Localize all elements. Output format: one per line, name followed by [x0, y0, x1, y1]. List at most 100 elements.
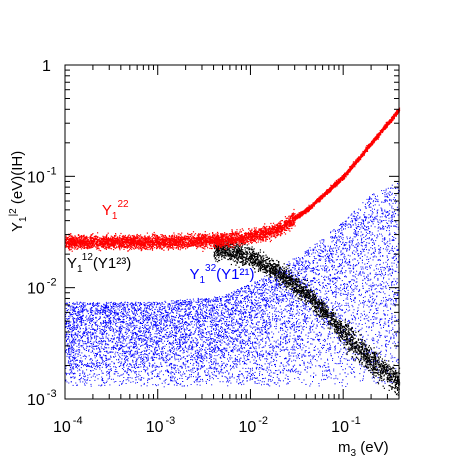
data-point — [263, 319, 265, 321]
data-point — [261, 365, 263, 367]
data-point — [330, 347, 332, 349]
data-point — [79, 360, 81, 362]
data-point — [229, 340, 231, 342]
data-point — [199, 304, 201, 306]
data-point — [102, 372, 104, 374]
data-point — [246, 380, 248, 382]
data-point — [387, 245, 389, 246]
data-point — [296, 342, 298, 344]
data-point — [386, 340, 388, 341]
data-point — [368, 226, 369, 228]
data-point — [363, 272, 365, 274]
data-point — [388, 227, 390, 229]
data-point — [313, 261, 314, 263]
data-point — [217, 304, 219, 306]
data-point — [100, 322, 102, 324]
data-point — [331, 327, 333, 329]
data-point — [335, 285, 337, 286]
data-point — [233, 327, 235, 329]
data-point — [382, 225, 384, 227]
data-point — [367, 252, 369, 254]
data-point — [215, 316, 217, 318]
data-point — [397, 290, 399, 291]
data-point — [368, 299, 370, 301]
data-point — [71, 335, 73, 337]
data-point — [84, 320, 86, 321]
data-point — [167, 320, 169, 322]
data-point — [218, 372, 220, 374]
data-point — [262, 285, 264, 287]
data-point — [110, 340, 111, 342]
data-point — [184, 342, 186, 344]
data-point — [285, 365, 287, 367]
data-point — [174, 357, 176, 359]
data-point — [93, 343, 94, 345]
data-point — [188, 348, 190, 350]
data-point — [120, 365, 122, 367]
data-point — [294, 269, 296, 271]
data-point — [142, 359, 144, 361]
data-point — [325, 351, 327, 353]
data-point — [252, 292, 254, 293]
data-point — [198, 326, 200, 328]
data-point — [325, 339, 326, 341]
data-point — [242, 294, 243, 296]
data-point — [244, 296, 246, 298]
data-point — [102, 378, 104, 379]
data-point — [391, 281, 393, 283]
data-point — [343, 340, 345, 341]
data-point — [261, 294, 263, 296]
data-point — [79, 311, 81, 313]
data-point — [380, 300, 382, 302]
data-point — [328, 369, 330, 371]
data-point — [100, 346, 102, 348]
data-point — [285, 357, 287, 359]
data-point — [152, 384, 154, 386]
data-point — [364, 300, 366, 302]
data-point — [305, 366, 307, 368]
data-point — [151, 338, 153, 340]
data-point — [170, 371, 172, 373]
data-point — [227, 294, 229, 296]
data-point — [255, 346, 257, 348]
data-point — [110, 324, 112, 326]
data-point — [362, 297, 364, 298]
data-point — [330, 280, 332, 282]
data-point — [280, 329, 281, 331]
data-point — [73, 304, 75, 306]
data-point — [268, 378, 270, 380]
data-point — [312, 311, 314, 313]
data-point — [84, 381, 86, 383]
data-point — [253, 359, 255, 361]
data-point — [269, 297, 271, 299]
data-point — [240, 346, 242, 347]
data-point — [240, 311, 242, 313]
data-point — [84, 331, 86, 333]
data-point — [227, 344, 229, 346]
data-point — [378, 304, 380, 306]
data-point — [171, 334, 173, 336]
data-point — [104, 331, 106, 332]
data-point — [77, 384, 78, 386]
data-point — [167, 303, 169, 305]
data-point — [181, 375, 183, 377]
data-point — [391, 236, 393, 237]
data-point — [154, 303, 156, 305]
data-point — [285, 300, 287, 302]
data-point — [288, 351, 290, 353]
data-point — [343, 358, 345, 360]
data-point — [85, 330, 87, 332]
data-point — [328, 278, 330, 280]
data-point — [220, 370, 222, 372]
data-point — [95, 309, 97, 311]
data-point — [274, 326, 276, 327]
data-point — [365, 282, 366, 284]
data-point — [391, 194, 393, 196]
data-point — [346, 288, 347, 290]
data-point — [158, 337, 160, 339]
data-point — [309, 328, 311, 330]
data-point — [128, 330, 130, 332]
data-point — [390, 357, 392, 359]
data-point — [388, 217, 390, 219]
data-point — [366, 269, 368, 270]
